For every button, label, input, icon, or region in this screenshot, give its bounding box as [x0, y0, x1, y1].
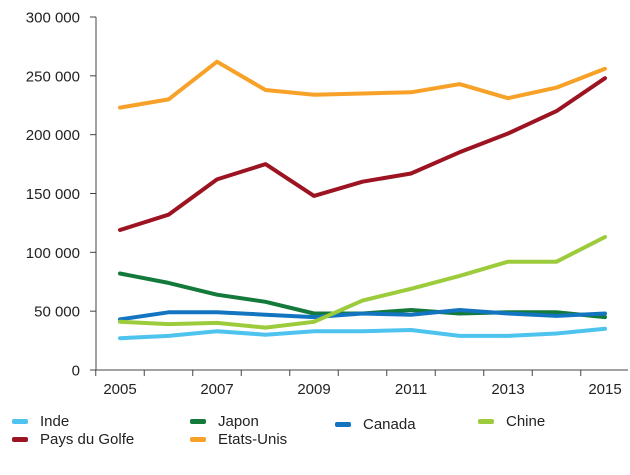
y-tick-label: 100 000: [26, 245, 80, 262]
x-tick-label: 2005: [103, 381, 136, 398]
y-tick-label: 150 000: [26, 186, 80, 203]
y-tick-label: 0: [72, 363, 80, 380]
legend-label: Canada: [363, 416, 416, 433]
series-line-chine: [118, 235, 607, 330]
legend-swatch: [12, 437, 28, 442]
legend-item-pays-du-golfe: Pays du Golfe: [12, 431, 134, 448]
legend-label: Pays du Golfe: [40, 431, 135, 448]
line-chart: 0 50 000 100 000 150 000 200 000 250 000 300 0…: [26, 10, 628, 398]
y-tick-label: 200 000: [26, 127, 80, 144]
legend-item-chine: Chine: [478, 413, 545, 430]
legend-label: Etats-Unis: [218, 431, 288, 448]
legend-item-canada: Canada: [335, 416, 416, 433]
x-tick-label: 2011: [395, 381, 427, 398]
y-tick-label: 250 000: [26, 68, 80, 85]
series-line-etats-unis: [118, 59, 607, 110]
legend-item-etats-unis: Etats-Unis: [190, 431, 287, 448]
y-tick-label: 300 000: [26, 10, 80, 27]
legend-label: Japon: [218, 413, 259, 430]
series-line-pays-du-golfe: [118, 76, 607, 232]
series-lines: [118, 59, 607, 341]
series-line-canada: [118, 308, 607, 322]
x-tick-label: 2015: [588, 381, 621, 398]
legend-label: Chine: [506, 413, 546, 430]
x-tick-label: 2007: [200, 381, 233, 398]
legend-swatch: [335, 422, 351, 427]
legend-item-inde: Inde: [12, 413, 69, 430]
y-tick-label: 50 000: [34, 304, 80, 321]
x-tick-label: 2009: [297, 381, 330, 398]
legend-label: Inde: [40, 413, 70, 430]
legend-swatch: [478, 419, 494, 424]
legend-swatch: [190, 419, 206, 424]
axes: 0 50 000 100 000 150 000 200 000 250 000 300 0…: [26, 10, 628, 398]
legend-swatch: [190, 437, 206, 442]
series-line-inde: [118, 326, 607, 341]
legend-item-japon: Japon: [190, 413, 259, 430]
legend-swatch: [12, 419, 28, 424]
x-tick-label: 2013: [491, 381, 524, 398]
